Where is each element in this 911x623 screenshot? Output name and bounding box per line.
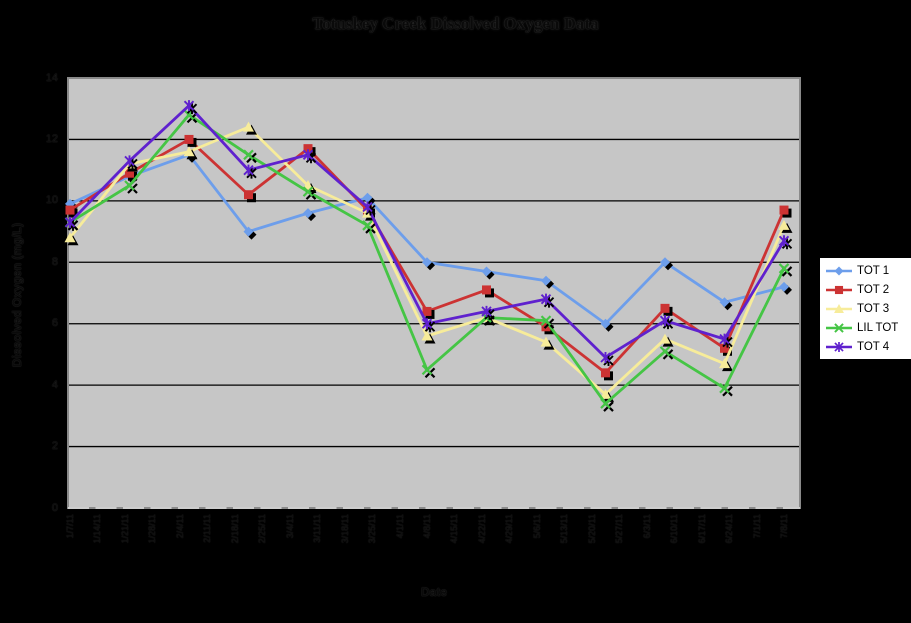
x-tick-label: 2/4/11 bbox=[174, 514, 185, 539]
x-tick-label: 5/6/11 bbox=[531, 514, 542, 539]
x-tick-label: 4/8/11 bbox=[422, 514, 432, 539]
y-tick-label: 2 bbox=[51, 440, 58, 453]
x-tick-label: 4/15/11 bbox=[449, 514, 460, 544]
x-tick-label: 4/1/11 bbox=[394, 514, 405, 539]
x-tick-label: 3/25/11 bbox=[367, 514, 378, 544]
y-tick-label: 14 bbox=[45, 71, 58, 84]
y-tick-label: 12 bbox=[45, 132, 58, 145]
x-tick-label: 6/3/11 bbox=[641, 514, 652, 539]
x-tick-label: 3/11/11 bbox=[312, 514, 323, 543]
y-tick-label: 6 bbox=[51, 317, 58, 330]
y-tick-label: 8 bbox=[51, 255, 58, 268]
x-axis-title: Date bbox=[420, 585, 447, 599]
legend-label: TOT 1 bbox=[857, 264, 890, 277]
legend-label: LIL TOT bbox=[857, 321, 899, 334]
legend-item: TOT 1 bbox=[825, 261, 911, 280]
x-tick-label: 1/7/11 bbox=[65, 514, 75, 539]
x-tick-label: 4/29/11 bbox=[504, 514, 515, 544]
x-tick-label: 6/10/11 bbox=[669, 514, 680, 544]
legend-label: TOT 2 bbox=[857, 283, 890, 296]
x-tick-label: 3/4/11 bbox=[284, 514, 295, 539]
x-tick-label: 4/22/11 bbox=[476, 514, 487, 544]
x-tick-label: 2/18/11 bbox=[229, 514, 240, 544]
x-tick-label: 5/20/11 bbox=[586, 514, 597, 544]
y-tick-label: 10 bbox=[45, 194, 58, 207]
x-tick-label: 2/25/11 bbox=[257, 514, 268, 544]
legend: TOT 1 TOT 2 TOT 3 LIL TOT TOT 4 bbox=[819, 257, 911, 360]
legend-swatch-x-icon bbox=[826, 322, 852, 333]
x-tick-label: 6/17/11 bbox=[696, 514, 707, 544]
x-tick-label: 2/11/11 bbox=[202, 514, 213, 543]
x-tick-label: 1/14/11 bbox=[92, 514, 103, 544]
legend-swatch-asterisk-icon bbox=[826, 341, 852, 352]
legend-item: TOT 2 bbox=[825, 280, 911, 299]
y-tick-label: 4 bbox=[51, 378, 58, 391]
legend-item: LIL TOT bbox=[825, 318, 911, 337]
legend-label: TOT 4 bbox=[857, 340, 890, 353]
legend-label: TOT 3 bbox=[857, 302, 890, 315]
x-tick-label: 5/27/11 bbox=[614, 514, 625, 544]
x-tick-label: 5/13/11 bbox=[559, 514, 570, 544]
legend-item: TOT 4 bbox=[825, 337, 911, 356]
legend-item: TOT 3 bbox=[825, 299, 911, 318]
x-tick-label: 1/21/11 bbox=[119, 514, 130, 544]
chart-title: Totuskey Creek Dissolved Oxygen Data bbox=[312, 14, 599, 33]
legend-swatch-triangle-icon bbox=[826, 303, 852, 313]
legend-swatch-diamond-icon bbox=[826, 266, 852, 275]
x-tick-label: 3/18/11 bbox=[339, 514, 350, 544]
x-tick-label: 7/8/11 bbox=[779, 514, 789, 539]
y-tick-label: 0 bbox=[51, 501, 58, 514]
x-tick-label: 7/1/11 bbox=[751, 514, 762, 539]
x-tick-label: 1/28/11 bbox=[147, 514, 158, 544]
legend-swatch-square-icon bbox=[826, 285, 852, 294]
x-tick-label: 6/24/11 bbox=[724, 514, 735, 544]
